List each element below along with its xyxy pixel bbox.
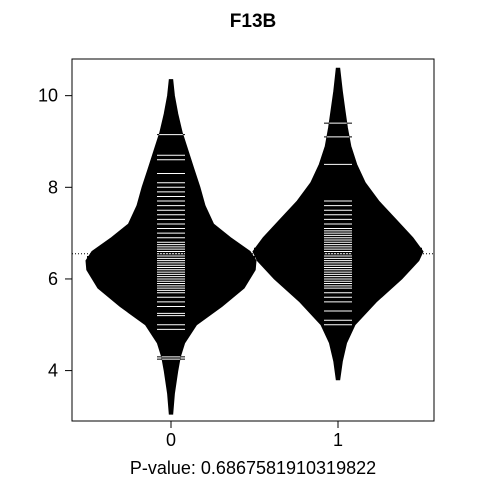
bean-1 — [252, 67, 424, 381]
p-value-caption: P-value: 0.6867581910319822 — [130, 458, 376, 478]
bean-0 — [85, 79, 257, 415]
x-tick-label: 0 — [166, 430, 176, 450]
axes-layer: 4 6 8 10 0 1 — [38, 58, 435, 450]
plot-frame — [71, 58, 435, 422]
y-tick-label: 6 — [48, 269, 58, 289]
y-tick-label: 4 — [48, 361, 58, 381]
y-tick-label: 10 — [38, 86, 58, 106]
y-tick-label: 8 — [48, 177, 58, 197]
chart-title: F13B — [230, 11, 276, 32]
x-tick-label: 1 — [333, 430, 343, 450]
beans-layer — [85, 67, 424, 415]
